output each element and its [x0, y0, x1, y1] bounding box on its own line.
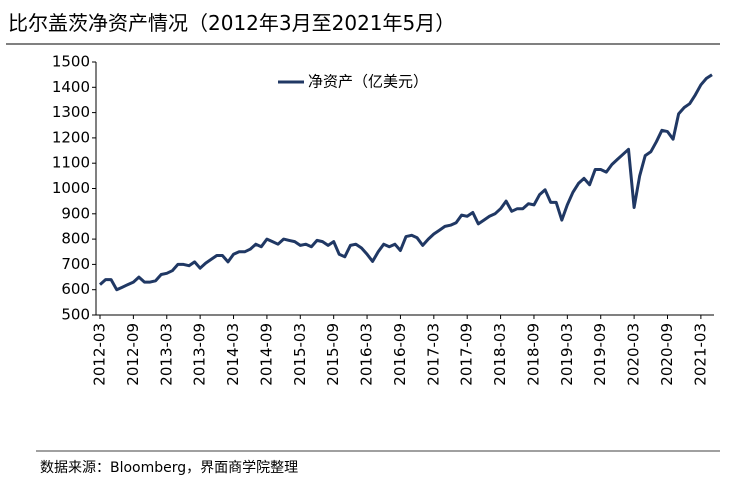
x-tick-label: 2021-03 — [691, 323, 709, 386]
y-tick-label: 800 — [61, 230, 90, 248]
legend-label: 净资产（亿美元） — [308, 73, 428, 91]
source: 数据来源：Bloomberg，界面商学院整理 — [40, 460, 298, 476]
x-tick-label: 2020-03 — [625, 323, 643, 386]
x-tick-label: 2015-03 — [291, 323, 309, 386]
y-tick-label: 1500 — [52, 53, 90, 71]
x-tick-label: 2013-09 — [191, 323, 209, 386]
y-tick-label: 500 — [61, 306, 90, 324]
x-tick-label: 2019-09 — [591, 323, 609, 386]
x-tick-label: 2012-03 — [91, 323, 109, 386]
x-tick-label: 2016-03 — [358, 323, 376, 386]
y-tick-label: 1400 — [52, 78, 90, 96]
x-tick-label: 2014-09 — [257, 323, 275, 386]
y-tick-label: 1100 — [52, 154, 90, 172]
x-tick-label: 2018-09 — [524, 323, 542, 386]
series-line — [99, 73, 713, 292]
x-tick-label: 2019-03 — [558, 323, 576, 386]
x-tick-label: 2016-09 — [391, 323, 409, 386]
x-tick-label: 2015-09 — [324, 323, 342, 386]
x-tick-label: 2017-09 — [458, 323, 476, 386]
x-tick-label: 2014-03 — [224, 323, 242, 386]
chart-title: 比尔盖茨净资产情况（2012年3月至2021年5月） — [8, 11, 455, 35]
y-tick-label: 1200 — [52, 128, 90, 146]
x-tick-label: 2013-03 — [157, 323, 175, 386]
y-tick-label: 1300 — [52, 103, 90, 121]
x-tick-label: 2017-03 — [424, 323, 442, 386]
y-tick-label: 600 — [61, 280, 90, 298]
y-tick-label: 900 — [61, 204, 90, 222]
x-tick-label: 2012-09 — [124, 323, 142, 386]
y-tick-label: 700 — [61, 255, 90, 273]
y-tick-label: 1000 — [52, 179, 90, 197]
x-tick-label: 2020-09 — [658, 323, 676, 386]
x-tick-label: 2018-03 — [491, 323, 509, 386]
